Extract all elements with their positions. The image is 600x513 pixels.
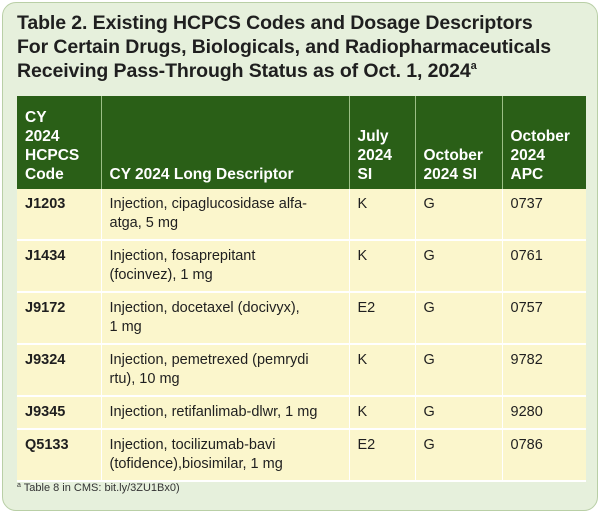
header-hcpcs-code-line: CY [25, 109, 47, 126]
table-row: J9172 Injection, docetaxel (docivyx), 1 … [17, 292, 586, 345]
cell-apc: 9280 [502, 396, 586, 430]
cell-july-si: K [349, 344, 416, 397]
descriptor-line: Injection, docetaxel (docivyx), [109, 300, 300, 316]
cell-october-si: G [415, 292, 503, 345]
descriptor-line: Injection, tocilizumab-bavi [109, 437, 276, 453]
cell-apc: 0786 [502, 429, 586, 482]
descriptor-line: 1 mg [109, 319, 142, 335]
header-july-si: July 2024 SI [349, 96, 416, 189]
title-line-3-text: Receiving Pass-Through Status as of Oct.… [17, 60, 471, 82]
table-row: J1434 Injection, fosaprepitant (focinvez… [17, 240, 586, 293]
cell-october-si: G [415, 189, 503, 241]
header-hcpcs-code-line: Code [25, 166, 64, 183]
header-october-si: October 2024 SI [415, 96, 503, 189]
cell-apc: 0757 [502, 292, 586, 345]
descriptor-line: (focinvez), 1 mg [109, 267, 213, 283]
header-long-descriptor: CY 2024 Long Descriptor [101, 96, 350, 189]
cell-descriptor: Injection, cipaglucosidase alfa- atga, 5… [101, 189, 350, 241]
table-row: Q5133 Injection, tocilizumab-bavi (tofid… [17, 429, 586, 482]
header-october-apc-line: 2024 [510, 147, 545, 164]
cell-july-si: K [349, 240, 416, 293]
header-october-apc: October 2024 APC [502, 96, 586, 189]
title-footnote-marker: a [470, 60, 477, 72]
cell-descriptor: Injection, retifanlimab-dlwr, 1 mg [101, 396, 350, 430]
cell-code: J9172 [17, 292, 102, 345]
descriptor-line: (tofidence),biosimilar, 1 mg [109, 456, 283, 472]
descriptor-line: Injection, cipaglucosidase alfa- [109, 196, 307, 212]
title-line-3: Receiving Pass-Through Status as of Oct.… [17, 59, 589, 83]
cell-descriptor: Injection, tocilizumab-bavi (tofidence),… [101, 429, 350, 482]
header-long-descriptor-line: CY 2024 Long Descriptor [109, 166, 294, 183]
cell-descriptor: Injection, pemetrexed (pemrydi rtu), 10 … [101, 344, 350, 397]
cell-code: J9324 [17, 344, 102, 397]
title-line-1: Table 2. Existing HCPCS Codes and Dosage… [17, 12, 533, 34]
header-hcpcs-code-line: HCPCS [25, 147, 80, 164]
header-october-si-line: 2024 SI [423, 166, 477, 183]
title-line-2: For Certain Drugs, Biologicals, and Radi… [17, 36, 552, 58]
descriptor-line: atga, 5 mg [109, 215, 179, 231]
cell-code: Q5133 [17, 429, 102, 482]
cell-descriptor: Injection, fosaprepitant (focinvez), 1 m… [101, 240, 350, 293]
cell-july-si: K [349, 189, 416, 241]
descriptor-line: Injection, fosaprepitant [109, 248, 256, 264]
table-footnote: a Table 8 in CMS: bit.ly/3ZU1Bx0) [17, 482, 180, 494]
cell-descriptor: Injection, docetaxel (docivyx), 1 mg [101, 292, 350, 345]
cell-code: J9345 [17, 396, 102, 430]
descriptor-line: Injection, retifanlimab-dlwr, 1 mg [109, 404, 318, 420]
cell-apc: 0761 [502, 240, 586, 293]
cell-july-si: K [349, 396, 416, 430]
header-hcpcs-code-line: 2024 [25, 128, 60, 145]
descriptor-line: Injection, pemetrexed (pemrydi [109, 352, 309, 368]
table-header-row: CY 2024 HCPCS Code CY 2024 Long Descript… [17, 96, 586, 189]
table-row: J9345 Injection, retifanlimab-dlwr, 1 mg… [17, 396, 586, 430]
table-title: Table 2. Existing HCPCS Codes and Dosage… [17, 11, 589, 83]
table-row: J9324 Injection, pemetrexed (pemrydi rtu… [17, 344, 586, 397]
cell-apc: 0737 [502, 189, 586, 241]
footnote-text: Table 8 in CMS: bit.ly/3ZU1Bx0) [20, 482, 180, 494]
cell-apc: 9782 [502, 344, 586, 397]
header-hcpcs-code: CY 2024 HCPCS Code [17, 96, 102, 189]
footnote-marker: a [17, 482, 21, 489]
cell-code: J1203 [17, 189, 102, 241]
header-october-si-line: October [423, 147, 483, 164]
cell-october-si: G [415, 429, 503, 482]
cell-july-si: E2 [349, 292, 416, 345]
hcpcs-table: CY 2024 HCPCS Code CY 2024 Long Descript… [17, 96, 586, 482]
descriptor-line: rtu), 10 mg [109, 371, 180, 387]
header-october-apc-line: October [510, 128, 570, 145]
header-july-si-line: SI [357, 166, 373, 183]
table-row: J1203 Injection, cipaglucosidase alfa- a… [17, 189, 586, 241]
cell-october-si: G [415, 396, 503, 430]
header-october-apc-line: APC [510, 166, 544, 183]
cell-july-si: E2 [349, 429, 416, 482]
cell-october-si: G [415, 344, 503, 397]
header-july-si-line: July [357, 128, 389, 145]
cell-october-si: G [415, 240, 503, 293]
cell-code: J1434 [17, 240, 102, 293]
header-july-si-line: 2024 [357, 147, 392, 164]
